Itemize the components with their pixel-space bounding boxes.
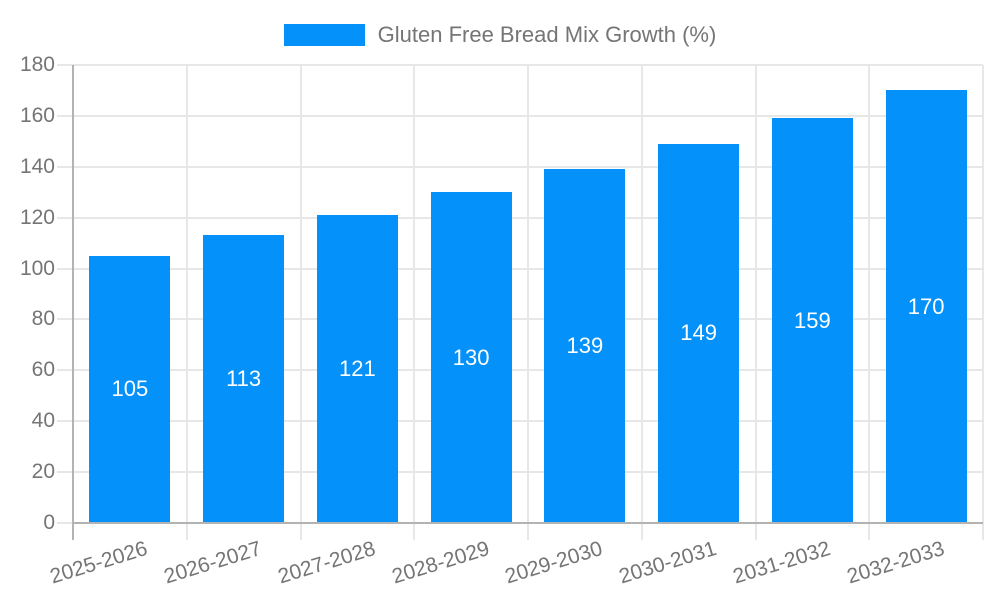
y-axis-tick-label: 20 — [31, 460, 55, 484]
y-axis-tick-label: 60 — [31, 358, 55, 382]
y-gridline — [57, 318, 983, 321]
bar-value-label: 170 — [907, 293, 945, 319]
x-gridline — [868, 65, 871, 540]
y-gridline — [57, 64, 983, 66]
y-axis-tick-label: 100 — [19, 256, 55, 280]
bar-value-label: 121 — [339, 356, 376, 382]
x-axis-tick-label: 2027-2028 — [275, 537, 379, 589]
y-gridline — [57, 369, 983, 372]
y-gridline — [57, 267, 983, 270]
legend-label[interactable]: Gluten Free Bread Mix Growth (%) — [377, 22, 717, 47]
x-gridline — [527, 65, 529, 540]
y-axis-tick-label: 80 — [31, 307, 55, 331]
bar-value-label: 149 — [680, 320, 717, 346]
bar-value-label: 105 — [111, 376, 149, 402]
bar-2025-2026[interactable]: 105 — [89, 255, 171, 523]
x-gridline — [982, 65, 984, 540]
bar-2026-2027[interactable]: 113 — [203, 235, 285, 523]
y-axis-tick-label: 120 — [19, 205, 55, 229]
y-gridline — [57, 165, 983, 168]
x-gridline — [754, 65, 757, 540]
bar-value-label: 113 — [226, 366, 262, 392]
y-axis-tick-label: 0 — [43, 511, 55, 534]
bar-value-label: 139 — [566, 333, 604, 359]
bar-2031-2032[interactable]: 159 — [771, 118, 853, 523]
bar-2030-2031[interactable]: 149 — [658, 143, 740, 523]
y-tick — [57, 522, 73, 524]
x-axis-tick-label: 2031-2032 — [730, 537, 834, 589]
x-axis-tick-label: 2032-2033 — [844, 537, 947, 589]
y-axis-line — [72, 65, 74, 540]
y-gridline — [57, 216, 983, 219]
legend: Gluten Free Bread Mix Growth (%) — [0, 22, 1000, 48]
y-axis-tick-label: 180 — [19, 53, 55, 76]
y-axis-tick-label: 140 — [19, 154, 55, 178]
y-gridline — [57, 420, 983, 423]
x-gridline — [413, 65, 416, 540]
legend-swatch-icon[interactable] — [283, 24, 365, 46]
x-axis-tick-label: 2030-2031 — [616, 537, 720, 589]
bar-value-label: 159 — [794, 307, 831, 333]
x-axis-tick-label: 2026-2027 — [161, 537, 265, 589]
bar-2027-2028[interactable]: 121 — [316, 215, 398, 523]
x-gridline — [640, 65, 643, 540]
x-axis-tick-label: 2029-2030 — [502, 537, 606, 589]
x-axis-tick-label: 2028-2029 — [389, 537, 492, 589]
bar-value-label: 130 — [452, 344, 490, 370]
bar-2032-2033[interactable]: 170 — [885, 90, 967, 523]
bar-2028-2029[interactable]: 130 — [430, 192, 512, 523]
x-gridline — [185, 65, 188, 540]
x-axis-line — [73, 522, 983, 524]
y-axis-tick-label: 40 — [31, 409, 55, 433]
y-gridline — [57, 471, 983, 474]
y-axis-tick-label: 160 — [19, 103, 55, 127]
x-axis-tick-label: 2025-2026 — [47, 537, 151, 589]
x-gridline — [299, 65, 302, 540]
y-gridline — [57, 114, 983, 117]
bar-2029-2030[interactable]: 139 — [544, 169, 626, 523]
